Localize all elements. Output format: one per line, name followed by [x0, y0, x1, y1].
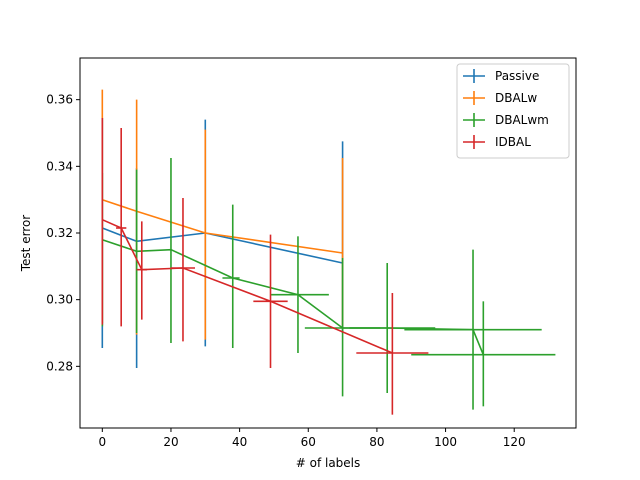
legend-label: IDBAL: [495, 135, 531, 149]
series-line: [101, 218, 393, 354]
legend-label: DBALwm: [495, 113, 549, 127]
x-axis: 0 20 40 60 80 100 120: [98, 428, 526, 449]
legend-item-idbal: IDBAL: [463, 135, 531, 149]
y-tick-label: 0.30: [46, 293, 73, 307]
x-tick-label: 60: [301, 435, 316, 449]
x-tick-label: 40: [232, 435, 247, 449]
x-tick-label: 100: [434, 435, 457, 449]
x-tick-label: 80: [369, 435, 384, 449]
legend-item-passive: Passive: [463, 69, 539, 83]
legend: Passive DBALw DBALwm IDBAL: [456, 63, 570, 159]
legend-label: DBALw: [495, 91, 537, 105]
series-idbal: [101, 118, 429, 415]
x-tick-label: 20: [163, 435, 178, 449]
x-tick-label: 0: [98, 435, 106, 449]
y-tick-label: 0.34: [46, 159, 73, 173]
x-tick-label: 120: [503, 435, 526, 449]
legend-label: Passive: [495, 69, 539, 83]
y-tick-label: 0.28: [46, 359, 73, 373]
y-axis-label: Test error: [19, 215, 33, 273]
series-layer: [101, 89, 556, 415]
y-tick-label: 0.32: [46, 226, 73, 240]
y-tick-label: 0.36: [46, 93, 73, 107]
y-axis: 0.28 0.30 0.32 0.34 0.36: [46, 93, 80, 373]
legend-item-dbalw: DBALw: [463, 91, 537, 105]
legend-frame: [456, 63, 570, 159]
axes-frame: [79, 57, 577, 429]
x-axis-label: # of labels: [296, 456, 361, 470]
legend-item-dbalwm: DBALwm: [463, 113, 549, 127]
